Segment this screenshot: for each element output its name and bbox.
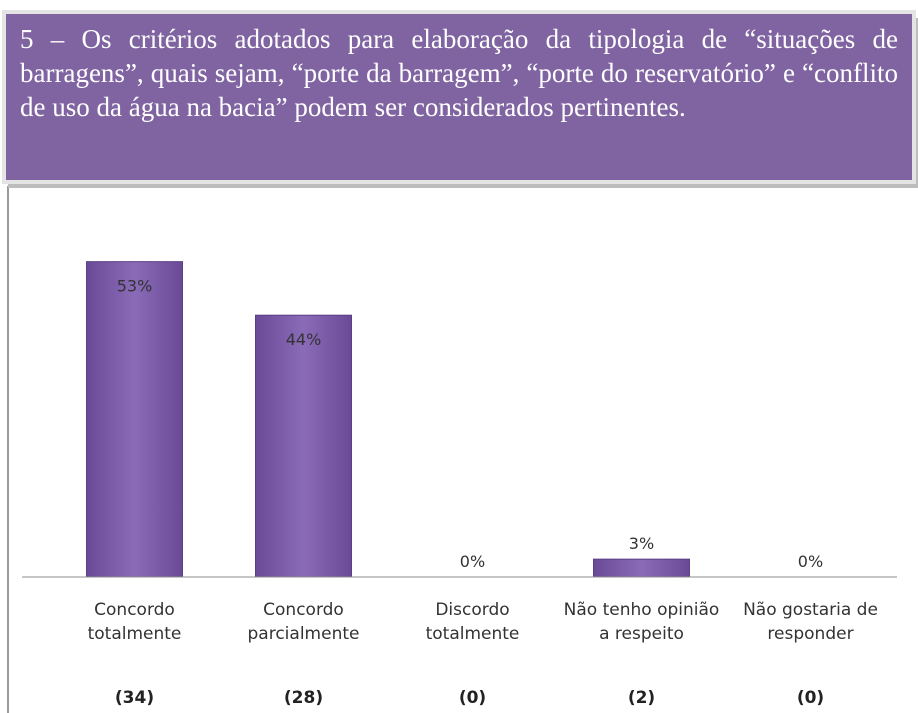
count-label: (28) bbox=[283, 688, 324, 708]
value-label: 0% bbox=[798, 552, 823, 571]
x-tick-label: Não tenho opinião a respeito bbox=[563, 600, 720, 644]
count-label: (0) bbox=[458, 688, 487, 708]
x-tick-label: Discordo totalmente bbox=[425, 600, 520, 644]
x-tick-label: Não gostaria de responder bbox=[743, 600, 878, 644]
bar bbox=[593, 558, 690, 578]
count-label: (34) bbox=[114, 688, 155, 708]
value-label: 44% bbox=[286, 330, 322, 349]
x-tick-label: Concordo totalmente bbox=[87, 600, 182, 644]
value-label: 0% bbox=[460, 552, 485, 571]
count-label: (0) bbox=[796, 688, 825, 708]
value-label: 3% bbox=[629, 534, 654, 553]
x-tick-label: Concordo parcialmente bbox=[247, 600, 360, 644]
bar bbox=[86, 261, 183, 578]
bar bbox=[255, 314, 352, 578]
value-label: 53% bbox=[117, 277, 153, 296]
count-label: (2) bbox=[627, 688, 656, 708]
question-header: 5 – Os critérios adotados para elaboraçã… bbox=[6, 14, 912, 180]
